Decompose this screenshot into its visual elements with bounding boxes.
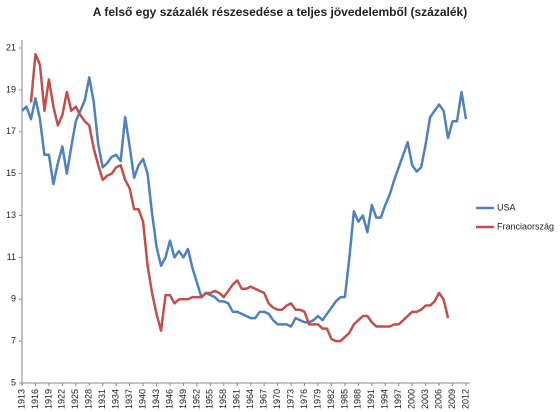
x-tick-label: 2003	[420, 389, 430, 409]
y-tick-label: 19	[6, 84, 16, 94]
x-tick-label: 1913	[16, 389, 26, 409]
y-tick-label: 11	[7, 252, 16, 262]
chart-title: A felső egy százalék részesedése a telje…	[93, 5, 467, 19]
x-tick-label: 2012	[460, 389, 470, 409]
x-tick-label: 1946	[164, 389, 174, 409]
y-tick-label: 15	[6, 168, 16, 178]
x-tick-label: 1964	[245, 389, 255, 409]
x-tick-label: 1973	[285, 389, 295, 409]
x-tick-label: 1970	[272, 389, 282, 409]
x-tick-label: 1982	[326, 389, 336, 409]
x-tick-label: 1997	[393, 389, 403, 409]
x-tick-label: 1991	[366, 389, 376, 409]
x-tick-label: 2009	[447, 389, 457, 409]
x-tick-label: 2000	[407, 389, 417, 409]
x-tick-label: 1925	[70, 389, 80, 409]
y-tick-label: 9	[11, 294, 16, 304]
x-tick-label: 1937	[124, 389, 134, 409]
x-tick-label: 1967	[259, 389, 269, 409]
series-line	[29, 53, 450, 343]
y-tick-label: 7	[11, 336, 16, 346]
x-tick-label: 1931	[97, 389, 107, 409]
x-tick-label: 1988	[353, 389, 363, 409]
series-line	[21, 76, 468, 328]
y-tick-label: 17	[6, 126, 16, 136]
y-tick-label: 13	[6, 210, 16, 220]
x-tick-label: 1952	[191, 389, 201, 409]
legend-label: Franciaország	[497, 221, 554, 231]
x-tick-label: 1985	[339, 389, 349, 409]
legend-label: USA	[497, 202, 516, 212]
x-tick-label: 1955	[205, 389, 215, 409]
y-tick-label: 5	[11, 377, 16, 387]
x-tick-label: 1958	[218, 389, 228, 409]
x-tick-label: 1916	[30, 389, 40, 409]
x-tick-label: 1934	[111, 389, 121, 409]
x-tick-label: 1940	[137, 389, 147, 409]
x-tick-label: 1949	[178, 389, 188, 409]
y-tick-label: 21	[6, 42, 16, 52]
x-tick-label: 1961	[232, 389, 242, 409]
x-tick-label: 1979	[312, 389, 322, 409]
x-tick-label: 1928	[84, 389, 94, 409]
x-tick-label: 1922	[57, 389, 67, 409]
x-tick-label: 2006	[433, 389, 443, 409]
x-tick-label: 1919	[43, 389, 53, 409]
x-tick-label: 1943	[151, 389, 161, 409]
x-tick-label: 1994	[380, 389, 390, 409]
x-tick-label: 1976	[299, 389, 309, 409]
